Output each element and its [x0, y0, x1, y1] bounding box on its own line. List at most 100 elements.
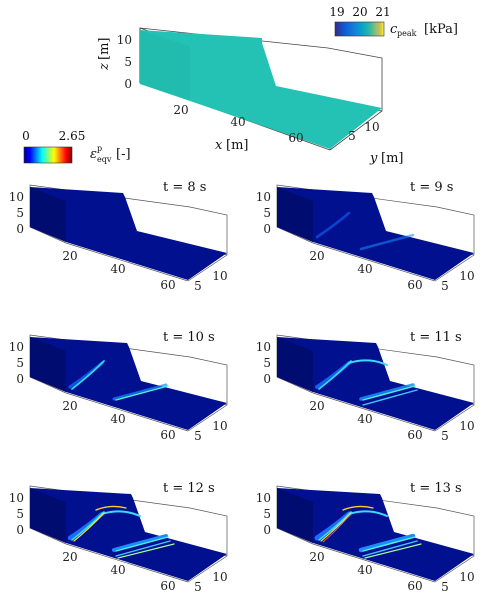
x-tick-20: 20	[309, 399, 324, 413]
z-tick-5: 5	[263, 206, 271, 220]
strain-label-var: ε	[90, 147, 97, 162]
panel-3: 10 5 0 20 40 60 5 10 t = 10 s	[9, 330, 228, 443]
x-label-unit: [m]	[226, 138, 248, 153]
x-tick-20: 20	[309, 249, 324, 263]
z-tick-0: 0	[263, 222, 271, 236]
x-tick-60: 60	[288, 131, 303, 145]
shear-band-toe-core	[362, 385, 416, 401]
x-tick-60: 60	[407, 278, 422, 292]
slope-front-face	[277, 488, 313, 543]
x-tick-40: 40	[357, 262, 372, 276]
slope-front-face	[277, 187, 313, 242]
cohesion-colorbar-gradient	[334, 21, 385, 37]
panel-2: 10 5 0 20 40 60 5 10 t = 9 s	[256, 180, 475, 293]
slope-front-face	[30, 488, 66, 543]
z-tick-10: 10	[256, 340, 271, 354]
shear-band-peak	[73, 512, 105, 542]
x-tick-40: 40	[230, 115, 245, 129]
z-tick-10: 10	[9, 491, 24, 505]
panel-edge-bottom	[65, 392, 189, 432]
y-tick-5: 5	[348, 129, 356, 143]
slope-front-face	[277, 337, 313, 392]
cohesion-label-unit: [kPa]	[424, 22, 458, 37]
panel-edge-bottom	[65, 242, 189, 282]
y-axis-label: y [m]	[369, 151, 403, 166]
x-tick-60: 60	[160, 579, 175, 592]
panel-6: 10 5 0 20 40 60 5 10 t = 13 s	[256, 481, 475, 592]
y-tick-5: 5	[441, 279, 449, 293]
slope-body	[30, 337, 227, 430]
strain-label-sub: eqv	[97, 155, 112, 164]
geometry-front-face	[140, 30, 190, 100]
shear-band-peak	[320, 512, 352, 542]
geometry-slope-body	[140, 30, 382, 149]
panel-time-label: t = 10 s	[163, 330, 215, 345]
panel-edge-right	[187, 404, 228, 432]
slope-body	[277, 187, 474, 280]
x-tick-40: 40	[110, 262, 125, 276]
x-tick-20: 20	[62, 249, 77, 263]
cohesion-tick-21: 21	[375, 5, 390, 19]
panel-edge-right	[434, 555, 475, 583]
z-tick-10: 10	[117, 33, 132, 47]
panel-time-label: t = 12 s	[163, 481, 215, 496]
cohesion-label-sub: peak	[397, 29, 417, 38]
panel-edge-left	[29, 226, 67, 244]
z-tick-0: 0	[263, 523, 271, 537]
strain-tick-max: 2.65	[59, 129, 86, 143]
shear-band-crown-peak	[342, 505, 374, 511]
panel-edge-right	[434, 254, 475, 282]
geometry-panel: 10 5 0 z [m] 20 40 60 x [m] 5 10 y [m] 1…	[97, 5, 458, 166]
y-tick-10: 10	[364, 120, 379, 134]
cohesion-tick-20: 20	[352, 5, 367, 19]
z-label-var: z	[97, 63, 112, 71]
shear-band-crown	[348, 359, 388, 366]
z-tick-10: 10	[256, 190, 271, 204]
cohesion-colorbar: 19 20 21 c peak [kPa]	[329, 5, 458, 38]
z-tick-5: 5	[263, 507, 271, 521]
y-tick-5: 5	[194, 429, 202, 443]
panel-time-label: t = 9 s	[410, 180, 453, 195]
panel-edge-left	[276, 527, 314, 545]
panel-edge-bottom	[312, 392, 436, 432]
y-tick-5: 5	[194, 279, 202, 293]
panel-edge-bottom	[312, 242, 436, 282]
x-tick-60: 60	[407, 579, 422, 592]
y-tick-10: 10	[212, 269, 227, 283]
z-tick-5: 5	[16, 206, 24, 220]
z-tick-5: 5	[16, 507, 24, 521]
slope-body	[30, 187, 227, 280]
geometry-y-ticks: 5 10	[348, 120, 379, 143]
y-tick-10: 10	[459, 570, 474, 584]
z-tick-0: 0	[124, 77, 132, 91]
y-tick-10: 10	[459, 419, 474, 433]
shear-band-toe	[112, 383, 168, 401]
z-label-unit: [m]	[97, 38, 112, 60]
panel-edge-left	[29, 527, 67, 545]
x-axis-label: x [m]	[215, 138, 248, 153]
panel-1: 10 5 0 20 40 60 5 10 t = 8 s	[9, 180, 228, 293]
y-tick-10: 10	[212, 419, 227, 433]
panel-edge-bottom	[312, 543, 436, 583]
shear-band-secondary	[362, 389, 418, 406]
panel-edge-right	[187, 555, 228, 583]
z-tick-10: 10	[256, 491, 271, 505]
strain-tick-0: 0	[22, 129, 30, 143]
z-tick-0: 0	[16, 372, 24, 386]
x-tick-40: 40	[110, 412, 125, 426]
geometry-z-ticks: 10 5 0	[117, 33, 132, 91]
x-tick-60: 60	[160, 428, 175, 442]
slope-body	[30, 488, 227, 581]
shear-band-toe	[358, 533, 416, 553]
z-tick-0: 0	[263, 372, 271, 386]
slope-body	[277, 488, 474, 581]
shear-band-crown-peak	[95, 505, 127, 511]
shear-band-max	[322, 515, 350, 543]
x-tick-40: 40	[357, 563, 372, 577]
slope-front-face	[30, 187, 66, 242]
shear-band-crown	[348, 510, 388, 517]
z-tick-5: 5	[263, 356, 271, 370]
shear-band-toe	[112, 534, 168, 552]
x-tick-20: 20	[62, 399, 77, 413]
slope-body	[277, 337, 474, 430]
